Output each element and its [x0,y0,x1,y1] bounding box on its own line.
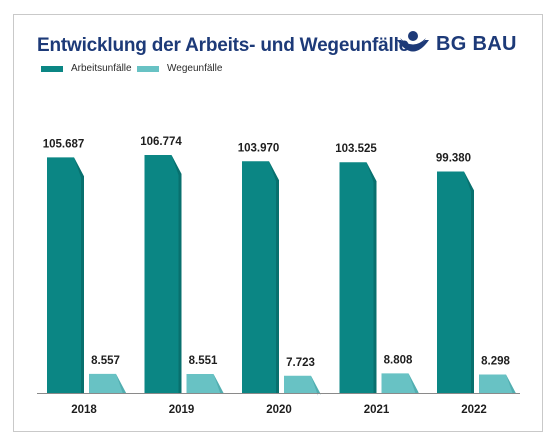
data-label-wegeunfaelle-2020: 7.723 [286,357,315,369]
data-label-arbeitsunfaelle-2022: 99.380 [436,152,471,164]
bar-arbeitsunfaelle-2020 [242,161,279,393]
x-tick-label-2020: 2020 [266,404,292,416]
data-label-wegeunfaelle-2018: 8.557 [91,355,120,367]
data-label-arbeitsunfaelle-2021: 103.525 [335,143,377,155]
legend-item-arbeitsunfaelle: Arbeitsunfälle [41,63,132,74]
data-label-arbeitsunfaelle-2020: 103.970 [238,142,280,154]
bar-wegeunfaelle-2022 [479,374,516,395]
x-tick-label-2018: 2018 [71,404,97,416]
legend-swatch-arbeitsunfaelle [41,65,63,72]
legend-label-arbeitsunfaelle: Arbeitsunfälle [71,63,132,74]
legend-item-wegeunfaelle: Wegeunfälle [137,63,222,74]
bg-bau-logo: BG BAU [396,29,517,59]
bar-arbeitsunfaelle-2018 [47,157,84,393]
data-label-wegeunfaelle-2021: 8.808 [384,354,413,366]
bar-wegeunfaelle-2019 [186,373,224,394]
chart-title: Entwicklung der Arbeits- und Wegeunfälle [37,35,410,56]
data-label-wegeunfaelle-2019: 8.551 [189,355,218,367]
legend-label-wegeunfaelle: Wegeunfälle [167,63,223,74]
bar-arbeitsunfaelle-2021 [339,162,377,393]
x-tick-label-2021: 2021 [364,404,390,416]
bar-arbeitsunfaelle-2022 [437,171,474,393]
legend-swatch-wegeunfaelle [137,65,159,72]
bar-wegeunfaelle-2021 [381,373,419,394]
x-tick-label-2022: 2022 [461,404,487,416]
logo-text: BG BAU [436,32,517,55]
bar-wegeunfaelle-2020 [284,375,321,396]
bg-bau-emblem-icon [397,31,429,52]
data-label-arbeitsunfaelle-2018: 105.687 [43,138,85,150]
bar-wegeunfaelle-2018 [89,373,126,394]
bar-arbeitsunfaelle-2019 [144,155,182,393]
x-tick-label-2019: 2019 [169,404,195,416]
data-label-wegeunfaelle-2022: 8.298 [481,356,510,368]
data-label-arbeitsunfaelle-2019: 106.774 [140,136,182,148]
